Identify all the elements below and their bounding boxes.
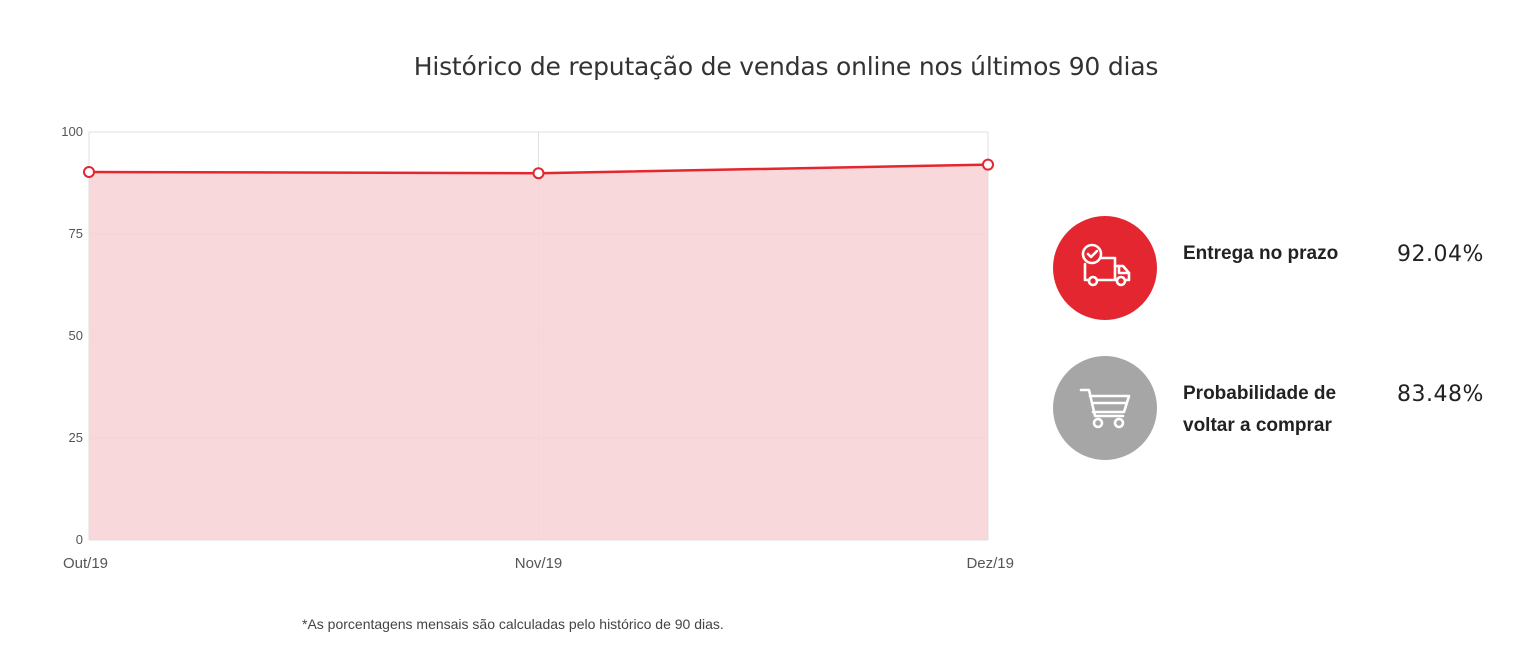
data-point [83,165,95,178]
metric-on-time-delivery: Entrega no prazo 92.04% [1053,216,1513,320]
delivery-truck-clock-icon [1081,243,1131,287]
data-point [982,158,994,171]
data-point [532,167,545,180]
metric-icon-circle [1053,216,1157,320]
reputation-chart: 0 25 50 75 100 Out/19 Nov/19 Dez/19 [61,124,1014,572]
metric-label: Probabilidade de voltar a comprar [1183,378,1336,442]
metric-label-line: Entrega no prazo [1183,243,1339,264]
x-tick-label: Nov/19 [515,555,563,572]
x-tick-label: Out/19 [63,555,108,572]
metric-icon-circle [1053,356,1157,460]
metric-label-line: Probabilidade de [1183,383,1337,404]
metric-label-line: voltar a comprar [1183,415,1332,436]
y-tick-label: 25 [69,430,83,445]
chart-title: Histórico de reputação de vendas online … [413,52,1159,81]
y-tick-label: 0 [76,532,83,547]
x-tick-label: Dez/19 [966,555,1014,572]
series-area [89,164,988,540]
y-tick-label: 50 [69,328,83,343]
footnote: *As porcentagens mensais são calculadas … [302,616,724,632]
metric-label: Entrega no prazo [1183,238,1338,270]
y-tick-label: 75 [69,226,83,241]
y-tick-label: 100 [61,124,83,139]
metric-return-probability: Probabilidade de voltar a comprar 83.48% [1053,356,1513,460]
metric-value: 83.48% [1397,382,1484,407]
shopping-cart-icon [1079,388,1131,429]
metric-value: 92.04% [1397,242,1484,267]
